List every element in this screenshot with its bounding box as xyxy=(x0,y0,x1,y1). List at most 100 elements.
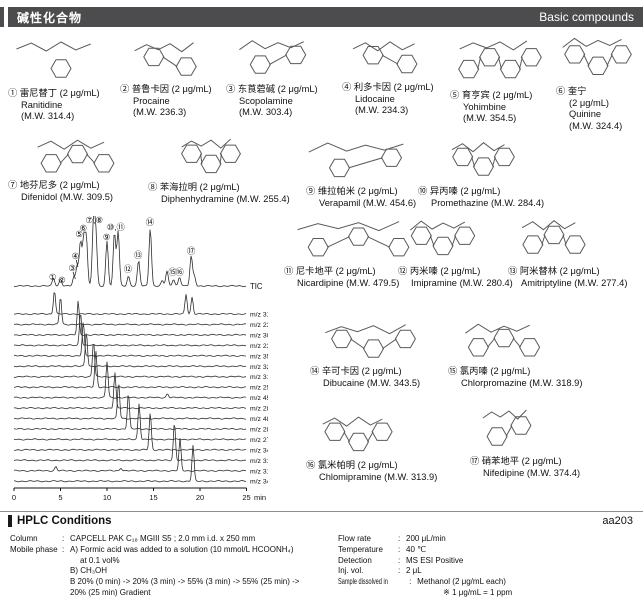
header-bar: 碱性化合物 Basic compounds xyxy=(8,7,643,27)
molecular-structure xyxy=(308,142,404,178)
peak-number-label: ⑨ xyxy=(103,232,111,242)
trace-label: m/z 237 xyxy=(250,322,268,329)
compound-name-line: ⑮ 氯丙嗪 (2 μg/mL) xyxy=(448,366,531,376)
trace-label: m/z 480 xyxy=(250,416,268,423)
condition-value: MS ESI Positive xyxy=(406,556,638,567)
compound-name-line: ⑰ 硝苯地平 (2 μg/mL) xyxy=(470,456,562,466)
trace-TIC xyxy=(13,216,247,288)
peak-number-label: ⑫ xyxy=(124,264,133,274)
condition-value-line: 200 μL/min xyxy=(406,534,446,543)
compound-detail-line: Imipramine (M.W. 280.4) xyxy=(411,277,513,288)
condition-value: CAPCELL PAK C₁₈ MGIII S5 ; 2.0 mm i.d. x… xyxy=(70,534,336,545)
peak-number-label: ⑩,⑪ xyxy=(107,222,126,232)
peak-number-label: ⑦,⑧ xyxy=(85,216,102,225)
condition-label: Column xyxy=(10,534,38,543)
condition-value-line: B) CH₃OH xyxy=(70,566,108,576)
molecular-structure xyxy=(562,37,632,75)
trace-m-z-355 xyxy=(13,322,247,357)
trace-m-z-235 xyxy=(13,314,247,347)
trace-label: m/z 347 xyxy=(250,479,268,486)
compound-detail-line: (M.W. 236.3) xyxy=(133,107,187,117)
trace-label: m/z 455 xyxy=(250,395,268,402)
condition-colon: : xyxy=(62,534,65,543)
page-code: aa203 xyxy=(602,515,633,527)
molecular-structure xyxy=(16,41,91,78)
compound-detail-line: Chlorpromazine (M.W. 318.9) xyxy=(461,377,583,388)
compound-name-line: ⑬ 阿米替林 (2 μg/mL) xyxy=(508,266,600,276)
trace-m-z-285 xyxy=(13,372,247,410)
condition-value-line: ※ 1 μg/mL = 1 ppm xyxy=(443,587,513,597)
hplc-conditions-heading: HPLC Conditions xyxy=(8,515,112,527)
compound-detail-line: Nicardipine (M.W. 479.5) xyxy=(297,277,400,288)
condition-colon: : xyxy=(398,566,401,576)
condition-value: A) Formic acid was added to a solution (… xyxy=(70,545,336,599)
trace-label: m/z 310 xyxy=(250,374,268,381)
peak-number-label: ③ xyxy=(68,263,76,273)
compound-item: ⑩ 异丙嗪 (2 μg/mL) Promethazine (M.W. 284.4) xyxy=(418,186,544,209)
compound-name-line: ⑯ 氯米帕明 (2 μg/mL) xyxy=(306,460,398,470)
molecular-structure xyxy=(134,42,197,76)
compound-item: ⑫ 丙米嗪 (2 μg/mL) Imipramine (M.W. 280.4) xyxy=(398,266,513,289)
trace-m-z-304 xyxy=(13,300,247,337)
page-title-en: Basic compounds xyxy=(539,10,634,24)
trace-m-z-347 xyxy=(13,444,247,483)
compound-name-line: ① 雷尼替丁 (2 μg/mL) xyxy=(8,88,100,98)
peak-number-label: ⑯ xyxy=(175,267,184,277)
trace-label: m/z 278 xyxy=(250,437,268,444)
compound-detail-line: Verapamil (M.W. 454.6) xyxy=(319,197,417,208)
condition-value-line: B 20% (0 min) -> 20% (3 min) -> 55% (3 m… xyxy=(70,577,300,587)
condition-value-line: 40 ℃ xyxy=(406,544,427,554)
trace-m-z-319 xyxy=(13,425,247,462)
conditions-left-column: Column: CAPCELL PAK C₁₈ MGIII S5 ; 2.0 mm… xyxy=(10,534,336,599)
x-tick-label: 20 xyxy=(196,493,204,502)
trace-m-z-317 xyxy=(13,438,247,472)
header-accent-bar xyxy=(0,7,4,27)
peak-number-label: ① xyxy=(49,272,57,282)
trace-m-z-278 xyxy=(13,403,247,441)
condition-colon: : xyxy=(398,555,401,565)
compound-item: ⑧ 苯海拉明 (2 μg/mL) Diphenhydramine (M.W. 25… xyxy=(148,182,290,205)
trace-label: m/z 325 xyxy=(250,364,268,371)
condition-label: Mobile phase xyxy=(10,544,58,554)
condition-label: Sample dissolved in xyxy=(338,577,388,587)
molecular-structure xyxy=(181,138,241,174)
condition-value-line: MS ESI Positive xyxy=(406,555,464,565)
trace-m-z-455 xyxy=(13,361,247,399)
molecular-structure xyxy=(37,139,115,173)
trace-m-z-315 xyxy=(13,292,247,316)
condition-value-line: at 0.1 vol% xyxy=(80,555,120,565)
trace-m-z-281 xyxy=(13,395,247,431)
trace-m-z-256 xyxy=(13,351,247,389)
condition-label: Temperature xyxy=(338,544,383,554)
condition-row: Flow rate:200 μL/min xyxy=(338,534,638,545)
peak-number-label: ⑤ xyxy=(75,229,83,239)
molecular-structure xyxy=(521,220,586,254)
heading-accent-bar xyxy=(8,515,12,527)
x-axis-unit-label: min xyxy=(254,493,266,502)
footer-divider xyxy=(0,511,643,512)
trace-label: m/z 304 xyxy=(250,332,268,339)
compound-name-line: ⑧ 苯海拉明 (2 μg/mL) xyxy=(148,182,240,192)
trace-m-z-237 xyxy=(13,299,247,326)
compound-name-line: ⑦ 地芬尼多 (2 μg/mL) xyxy=(8,180,100,190)
compound-name-line: ⑭ 辛可卡因 (2 μg/mL) xyxy=(310,366,402,376)
compound-item: ⑮ 氯丙嗪 (2 μg/mL) Chlorpromazine (M.W. 318.… xyxy=(448,366,582,389)
conditions-right-column: Flow rate:200 μL/min Temperature:40 ℃ Dete… xyxy=(338,534,638,599)
compound-item: ① 雷尼替丁 (2 μg/mL) Ranitidine (M.W. 314.4) xyxy=(8,88,100,123)
hplc-conditions-title: HPLC Conditions xyxy=(17,515,112,527)
compound-name-line: ④ 利多卡因 (2 μg/mL) xyxy=(342,82,434,92)
compound-item: ⑭ 辛可卡因 (2 μg/mL) Dibucaine (M.W. 343.5) xyxy=(310,366,420,389)
compound-detail-line: (M.W. 303.4) xyxy=(239,107,293,117)
condition-row: Temperature:40 ℃ xyxy=(338,545,638,556)
condition-colon: : xyxy=(398,534,401,543)
condition-label: Flow rate xyxy=(338,534,371,543)
chromatogram: TIC m/z 315 m/z 237 m/z 304 m/z 235 m/z 355 m/… xyxy=(12,216,268,502)
condition-row: Detection: MS ESI Positive xyxy=(338,556,638,567)
condition-label: Detection xyxy=(338,555,372,565)
compound-item: ③ 东莨菪碱 (2 μg/mL) Scopolamine (M.W. 303.4) xyxy=(226,84,318,119)
condition-row: Inj. vol.:2 μL xyxy=(338,566,638,577)
x-tick-label: 25 xyxy=(242,493,250,502)
compound-detail-line: Scopolamine xyxy=(239,95,293,106)
peak-number-label: ⑥ xyxy=(80,223,88,233)
